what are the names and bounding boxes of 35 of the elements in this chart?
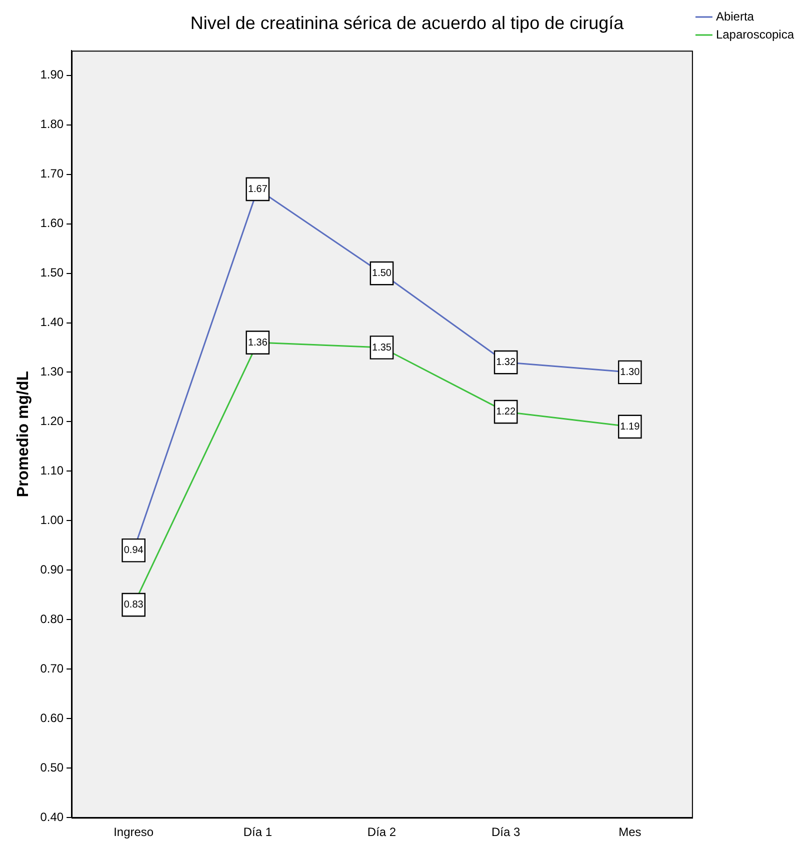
y-tick-label: 0.50 (40, 760, 64, 774)
data-label: 1.35 (372, 342, 392, 354)
y-tick-label: 0.90 (40, 562, 64, 576)
legend-label: Abierta (716, 9, 754, 24)
data-label: 1.19 (620, 421, 640, 432)
y-tick-label: 1.60 (40, 216, 64, 230)
x-tick-label: Ingreso (114, 825, 154, 840)
y-tick-label: 1.90 (40, 68, 64, 82)
y-tick-label: 1.70 (40, 166, 64, 181)
y-tick-label: 1.50 (40, 266, 64, 280)
y-tick-label: 1.10 (40, 464, 64, 478)
y-tick-label: 1.00 (40, 513, 64, 528)
data-label: 1.50 (372, 268, 392, 280)
data-label: 0.94 (124, 545, 144, 556)
y-tick-label: 1.20 (40, 414, 64, 428)
chart-title: Nivel de creatinina sérica de acuerdo al tipo de cirugía (190, 12, 625, 33)
y-tick-label: 1.30 (40, 364, 64, 379)
data-label: 1.30 (620, 366, 640, 378)
y-tick-label: 1.80 (40, 117, 64, 132)
y-tick-label: 1.40 (40, 315, 64, 330)
data-label: 0.83 (124, 600, 144, 611)
y-tick-label: 0.80 (40, 612, 64, 626)
y-axis-title: Promedio mg/dL (15, 370, 32, 498)
y-tick-label: 0.40 (40, 810, 64, 824)
data-label: 1.22 (496, 406, 516, 418)
legend-label: Laparoscopica (716, 27, 794, 42)
data-label: 1.36 (248, 337, 268, 348)
data-label: 1.67 (248, 184, 268, 195)
y-tick-label: 0.60 (40, 710, 64, 725)
x-tick-label: Día 1 (243, 825, 272, 840)
y-tick-label: 0.70 (40, 661, 64, 676)
x-tick-label: Día 3 (491, 825, 520, 840)
data-label: 1.32 (496, 357, 516, 368)
x-tick-label: Mes (618, 825, 642, 840)
x-tick-label: Día 2 (367, 825, 396, 840)
